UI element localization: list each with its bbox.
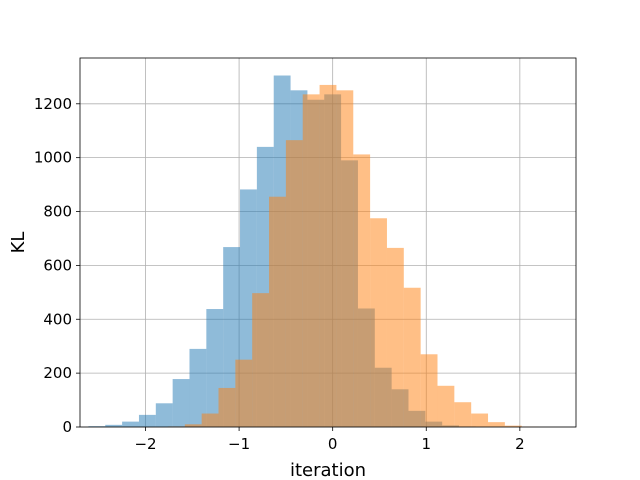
histogram-bar: [353, 154, 371, 428]
histogram-bar: [285, 140, 303, 427]
plot-frame: [79, 57, 577, 428]
histogram-bar: [218, 387, 236, 427]
histogram-bar: [138, 414, 156, 427]
histogram-bar: [403, 287, 421, 427]
axis-ticks: −2 −1 0 1 2 0 200 400 600 800 1000 1200: [34, 95, 525, 453]
histogram-bar: [172, 379, 190, 427]
histogram-bar: [471, 413, 489, 427]
histogram-bar: [370, 218, 387, 427]
histogram-bar: [184, 424, 202, 427]
histogram-bar: [488, 422, 505, 427]
histogram-series-2: [167, 84, 539, 428]
histogram-bar: [201, 413, 219, 427]
x-tick-label: −2: [134, 435, 156, 453]
histogram-bar: [105, 424, 123, 427]
histogram-bar: [189, 348, 207, 427]
histogram-bar: [155, 403, 173, 427]
x-axis-label: iteration: [290, 460, 366, 480]
x-tick-label: 1: [421, 435, 431, 453]
y-tick-label: 200: [43, 364, 72, 382]
y-tick-label: 0: [62, 418, 72, 436]
histogram-bar: [336, 90, 354, 427]
histogram-bar: [437, 385, 455, 427]
histogram-bar: [269, 196, 286, 427]
y-tick-label: 1200: [34, 95, 72, 113]
y-tick-label: 800: [43, 203, 72, 221]
y-tick-label: 600: [43, 256, 72, 274]
histogram-bar: [252, 293, 270, 427]
y-tick-label: 400: [43, 310, 72, 328]
histogram-bar: [88, 426, 106, 427]
histogram-bar: [504, 425, 522, 427]
histogram-bar: [235, 359, 253, 427]
histogram-bar: [319, 84, 337, 428]
y-axis-label: KL: [8, 232, 29, 254]
y-tick-label: 1000: [34, 149, 72, 167]
histogram-bars: [88, 75, 539, 428]
histogram-bar: [302, 94, 320, 427]
x-tick-label: 0: [328, 435, 338, 453]
x-tick-label: 2: [515, 435, 525, 453]
histogram-bar: [386, 247, 404, 427]
x-tick-label: −1: [228, 435, 250, 453]
histogram-bar: [420, 354, 438, 427]
histogram-bar: [454, 402, 472, 427]
histogram-bar: [122, 421, 139, 427]
